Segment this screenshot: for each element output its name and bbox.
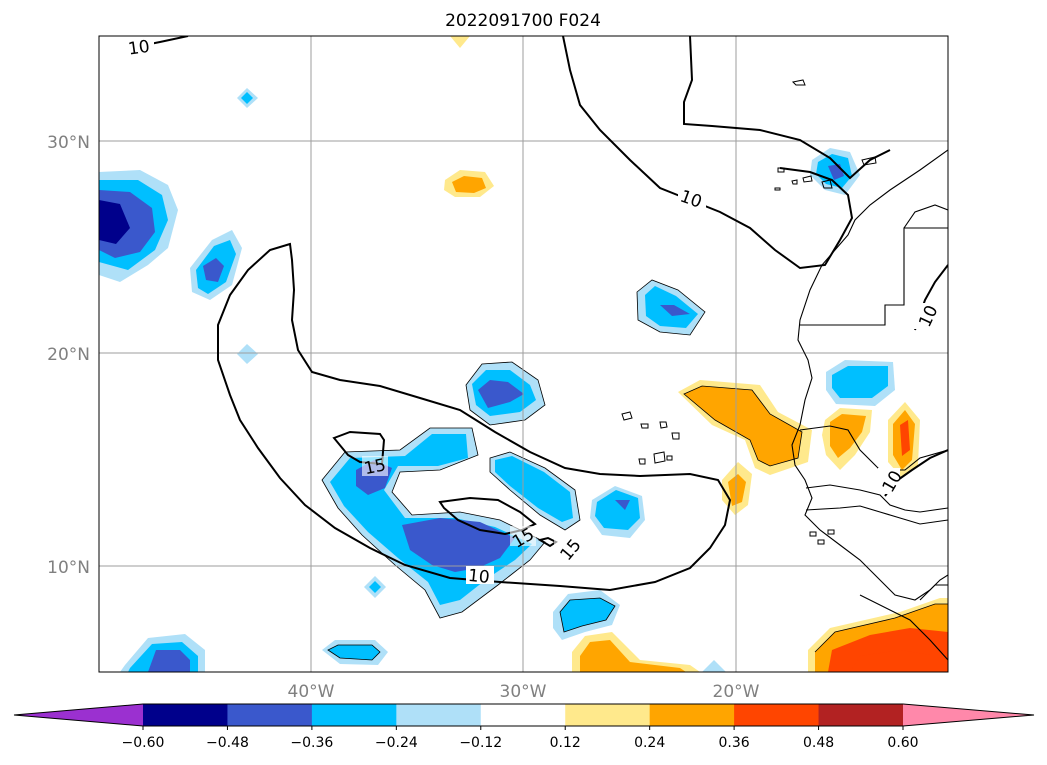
lat-tick-10n: 10°N bbox=[47, 558, 90, 578]
colorbar-tick-label: −0.60 bbox=[122, 735, 165, 751]
contour-label-10-south: 10 bbox=[467, 566, 491, 588]
islands bbox=[621, 79, 877, 545]
colorbar-extend-max bbox=[903, 704, 1034, 726]
colorbar-segment bbox=[311, 704, 397, 726]
colorbar-segment bbox=[649, 704, 735, 726]
colorbar-tick-label: −0.36 bbox=[290, 735, 333, 751]
lon-tick-40w: 40°W bbox=[288, 682, 335, 702]
latitude-ticks: 30°N 20°N 10°N bbox=[47, 133, 90, 578]
colorbar-segment bbox=[480, 704, 566, 726]
lon-tick-20w: 20°W bbox=[713, 682, 760, 702]
contour-labels: 10 10 10 10 10 15 15 15 bbox=[127, 37, 943, 588]
contour-label-10-top-left: 10 bbox=[127, 37, 151, 60]
gridlines bbox=[99, 36, 948, 672]
colorbar-segment bbox=[227, 704, 313, 726]
colorbar: −0.60 −0.48 −0.36 −0.24 −0.12 0.12 0.24 0.36 0.4… bbox=[13, 703, 1035, 751]
longitude-ticks: 40°W 30°W 20°W bbox=[288, 682, 760, 702]
colorbar-segment bbox=[565, 704, 651, 726]
contour-label-15-west: 15 bbox=[362, 455, 387, 479]
map-title: 2022091700 F024 bbox=[445, 11, 601, 31]
colorbar-tick-label: −0.24 bbox=[375, 735, 418, 751]
colorbar-tick-label: 0.12 bbox=[550, 735, 581, 751]
map-frame bbox=[98, 35, 949, 673]
colorbar-segment bbox=[818, 704, 904, 726]
map-area: 10 10 10 10 10 15 15 15 bbox=[99, 36, 948, 672]
colorbar-tick-label: 0.48 bbox=[803, 735, 834, 751]
colorbar-segment bbox=[143, 704, 228, 726]
lat-tick-20n: 20°N bbox=[47, 345, 90, 365]
coastlines bbox=[791, 149, 948, 661]
colorbar-segment bbox=[734, 704, 820, 726]
lon-tick-30w: 30°W bbox=[500, 682, 547, 702]
colorbar-tick-label: 0.36 bbox=[719, 735, 750, 751]
colorbar-tick-label: −0.12 bbox=[459, 735, 502, 751]
anomaly-outlines bbox=[321, 279, 948, 661]
colorbar-extend-min bbox=[14, 704, 143, 726]
colorbar-tick-label: −0.48 bbox=[206, 735, 249, 751]
lat-tick-30n: 30°N bbox=[47, 133, 90, 153]
colorbar-tick-label: 0.24 bbox=[634, 735, 665, 751]
colorbar-segment bbox=[396, 704, 482, 726]
colorbar-tick-label: 0.60 bbox=[887, 735, 918, 751]
